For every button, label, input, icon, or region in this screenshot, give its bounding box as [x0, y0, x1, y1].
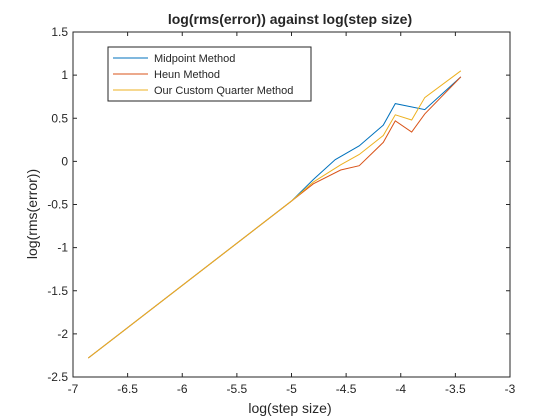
x-tick-label: -3 [505, 382, 516, 396]
y-tick-label: -1 [57, 241, 68, 255]
y-tick-label: -1.5 [47, 284, 68, 298]
chart-title: log(rms(error)) against log(step size) [168, 11, 412, 27]
y-tick-label: 0 [61, 154, 68, 168]
y-tick-label: -2 [57, 327, 68, 341]
y-tick-label: 1 [61, 68, 68, 82]
y-tick-label: 1.5 [51, 25, 68, 39]
y-tick-label: 0.5 [51, 111, 68, 125]
x-tick-label: -4.5 [336, 382, 357, 396]
series-line-midpoint-method [87, 76, 462, 359]
y-tick-label: -0.5 [47, 198, 68, 212]
legend-label: Heun Method [154, 69, 220, 81]
y-tick-label: -2.5 [47, 370, 68, 384]
x-tick-label: -6.5 [117, 382, 138, 396]
plot-area: -7 -6.5 -6 -5.5 -5 -4.5 -4 -3.5 -3 -2.5 -2 -1.5 -1 -0… [47, 25, 515, 396]
legend: Midpoint Method Heun Method Our Custom Qua… [107, 46, 312, 102]
x-axis-label: log(step size) [248, 400, 331, 416]
series-line-heun-method [87, 76, 462, 359]
x-tick-label: -7 [68, 382, 79, 396]
series-line-our-custom-quarter-method [87, 70, 462, 359]
x-tick-label: -5 [286, 382, 297, 396]
x-tick-label: -5.5 [227, 382, 248, 396]
y-axis-label: log(rms(error)) [24, 169, 40, 259]
x-tick-label: -4 [395, 382, 406, 396]
x-tick-label: -3.5 [445, 382, 466, 396]
x-tick-label: -6 [177, 382, 188, 396]
legend-label: Midpoint Method [154, 53, 235, 65]
legend-label: Our Custom Quarter Method [154, 85, 293, 97]
